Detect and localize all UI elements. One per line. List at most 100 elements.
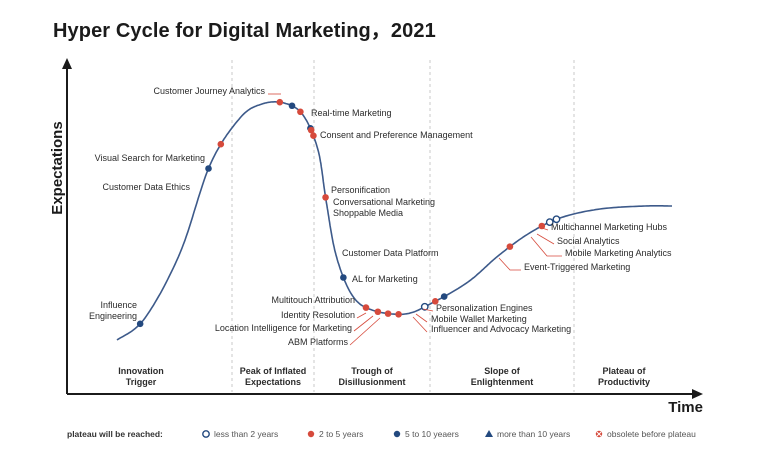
legend-label: 5 to 10 yeaers [405,429,459,439]
data-point [545,218,554,226]
leader-line [353,315,374,332]
point-label: Influence Engineering [89,300,137,321]
data-point [136,320,144,328]
legend-marker [595,430,603,438]
leader-line [498,257,521,271]
point-label: Location Intelligence for Marketing [215,323,352,333]
data-point [276,98,284,106]
data-point [307,126,315,134]
point-group: Customer Data Ethics [102,165,212,192]
phase-label: Enlightenment [471,377,534,387]
data-point [384,310,392,317]
phase-label: Expectations [245,377,301,387]
data-point [310,132,317,140]
phase-label: Trough of [351,366,393,376]
data-point [288,102,296,110]
phase-label: Trigger [126,377,157,387]
point-label: Mobile Wallet Marketing [431,314,527,324]
point-group: Identity Resolution [281,308,382,320]
axes: Expectations Time [49,58,703,416]
phase-label: Disillusionment [338,377,405,387]
data-point [340,274,347,281]
point-group: Influence Engineering [89,300,144,328]
point-label: Customer Journey Analytics [153,86,265,96]
legend-marker [202,430,210,438]
phase-label: Peak of Inflated [240,366,307,376]
data-point [374,308,382,316]
point-group: Shoppable Media [310,132,403,218]
y-axis-arrow [62,58,72,69]
leader-line [536,233,555,245]
legend-label: more than 10 years [497,429,570,439]
phase-dividers [231,60,575,392]
phase-label: Innovation [118,366,164,376]
point-group: Customer Data Platform [322,194,439,258]
legend-label: obsolete before plateau [607,429,696,439]
y-axis-label: Expectations [49,121,66,214]
data-point [205,165,212,172]
data-point [538,222,546,230]
x-axis-arrow [692,389,703,399]
point-label: Visual Search for Marketing [95,153,205,163]
legend-item: 5 to 10 yeaers [393,429,459,439]
point-label: Mobile Marketing Analytics [565,248,672,258]
legend-marker [307,430,315,438]
data-point [362,304,370,311]
point-group: Influencer and Advocacy Marketing [412,302,571,334]
legend-label: 2 to 5 years [319,429,363,439]
data-point [440,293,448,300]
point-label: Social Analytics [557,236,620,246]
legend-title: plateau will be reached: [67,429,163,439]
data-point [297,108,304,116]
phase-label: Plateau of [602,366,646,376]
data-point [217,140,225,148]
data-point [322,194,329,201]
leader-line [415,313,428,323]
x-axis-label: Time [668,399,703,416]
point-label: Customer Data Platform [342,248,439,258]
legend-item: more than 10 years [485,429,570,439]
point-group: Visual Search for Marketing [95,140,225,163]
point-label: Consent and Preference Management [320,130,473,140]
legend-item: less than 2 years [202,429,278,439]
legend-label: less than 2 years [214,429,278,439]
leader-line [422,308,434,312]
data-point [552,215,561,224]
chart-title: Hyper Cycle for Digital Marketing，2021 [53,20,436,42]
point-label: Personification [331,185,390,195]
leader-line [356,312,367,319]
point-label: Multichannel Marketing Hubs [551,222,668,232]
point-group: Multitouch Attribution [271,295,370,311]
leader-line [541,227,549,231]
phase-label: Productivity [598,377,650,387]
point-label: Influencer and Advocacy Marketing [431,324,571,334]
technology-points: Influence Engineering Customer Data Ethics… [89,86,672,347]
point-group: Personalization Engines [422,293,533,313]
legend-item: obsolete before plateau [595,429,696,439]
phase-label: Slope of [484,366,521,376]
leader-line [530,236,562,257]
leader-line [349,317,381,346]
point-group: Mobile Marketing Analytics [530,222,672,258]
point-group: Multichannel Marketing Hubs [541,215,668,232]
point-label: Multitouch Attribution [271,295,355,305]
point-group: Conversational Marketing [307,126,435,207]
point-group: Location Intelligence for Marketing [215,310,392,333]
data-point [506,243,514,250]
point-group: Mobile Wallet Marketing [415,298,527,324]
point-label: Personalization Engines [436,303,533,313]
point-group: Social Analytics [536,218,620,246]
point-label: Shoppable Media [333,208,403,218]
point-label: ABM Platforms [288,337,349,347]
legend-item: 2 to 5 years [307,429,363,439]
legend: plateau will be reached: less than 2 yea… [67,429,696,439]
point-label: Conversational Marketing [333,197,435,207]
data-point [420,302,429,311]
data-point [395,311,402,318]
legend-marker [485,430,493,437]
point-group: AL for Marketing [340,274,418,284]
point-label: Customer Data Ethics [102,182,190,192]
point-label: Identity Resolution [281,310,355,320]
point-group: Real-time Marketing [288,102,392,118]
